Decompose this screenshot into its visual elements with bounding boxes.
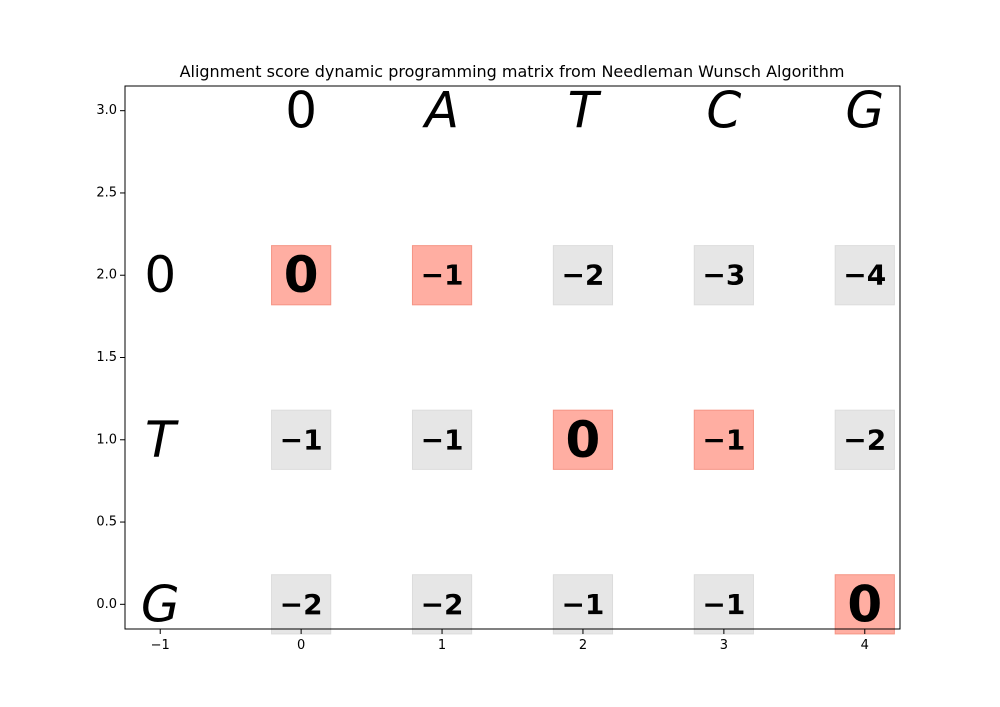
- path-cell: [271, 245, 332, 306]
- path-cell: [552, 409, 614, 470]
- cell-score-label: −1: [421, 259, 464, 292]
- row-sequence-label: 0: [144, 246, 176, 304]
- column-sequence-label: G: [845, 82, 884, 140]
- y-axis: 0.0 0.5 1.0 1.5 2.0 2.5 3.0: [96, 103, 125, 612]
- y-tick-label: 3.0: [96, 103, 117, 118]
- cell-score-label: −3: [702, 259, 745, 292]
- score-cell: [411, 574, 473, 635]
- cell-score-label: 0: [284, 246, 319, 304]
- sequence-labels: 0 A T C G 0 T G: [141, 82, 884, 634]
- y-tick-label: 2.0: [96, 268, 117, 283]
- y-tick-label: 0.0: [96, 597, 117, 612]
- score-cell: [693, 574, 754, 635]
- cell-score-label: 0: [847, 575, 882, 633]
- cell-score-label: −1: [280, 423, 323, 456]
- path-cell: [411, 245, 473, 306]
- chart-title: Alignment score dynamic programming matr…: [180, 62, 845, 81]
- cell-score-label: −2: [421, 588, 464, 621]
- score-cell: [411, 409, 473, 470]
- y-tick-label: 1.0: [96, 432, 117, 447]
- y-tick-label: 1.5: [96, 350, 117, 365]
- cell-score-label: −1: [702, 588, 745, 621]
- y-tick-label: 2.5: [96, 185, 117, 200]
- y-tick-label: 0.5: [96, 515, 117, 530]
- x-tick-label: 0: [297, 638, 305, 653]
- x-tick-label: 1: [438, 638, 446, 653]
- score-cell: [271, 409, 332, 470]
- score-cell: [552, 245, 614, 306]
- x-tick-label: −1: [151, 638, 170, 653]
- cell-score-label: −2: [280, 588, 323, 621]
- column-sequence-label: T: [568, 82, 602, 140]
- column-sequence-label: A: [422, 82, 459, 140]
- x-tick-label: 2: [579, 638, 587, 653]
- cell-score-label: −1: [702, 423, 745, 456]
- cell-score-label: 0: [566, 411, 601, 469]
- row-sequence-label: G: [141, 575, 180, 633]
- score-cell: [834, 245, 895, 306]
- cell-score-label: −1: [421, 423, 464, 456]
- row-sequence-label: T: [145, 411, 179, 469]
- matrix-cells: 0 −1 −2 −3 −4 −1 −1 0 −1 −2 −2 −2 −1 −1 0: [271, 245, 895, 635]
- cell-score-label: −2: [561, 259, 604, 292]
- cell-score-label: −4: [843, 259, 886, 292]
- column-sequence-label: 0: [285, 82, 317, 140]
- cell-score-label: −1: [561, 588, 604, 621]
- score-cell: [693, 245, 754, 306]
- x-tick-label: 3: [720, 638, 728, 653]
- column-sequence-label: C: [706, 82, 741, 140]
- score-cell: [834, 409, 895, 470]
- x-axis: −1 0 1 2 3 4: [151, 629, 869, 653]
- path-cell: [693, 409, 754, 470]
- plot-frame: [124, 85, 901, 630]
- score-cell: [271, 574, 332, 635]
- x-tick-label: 4: [861, 638, 869, 653]
- cell-score-label: −2: [843, 423, 886, 456]
